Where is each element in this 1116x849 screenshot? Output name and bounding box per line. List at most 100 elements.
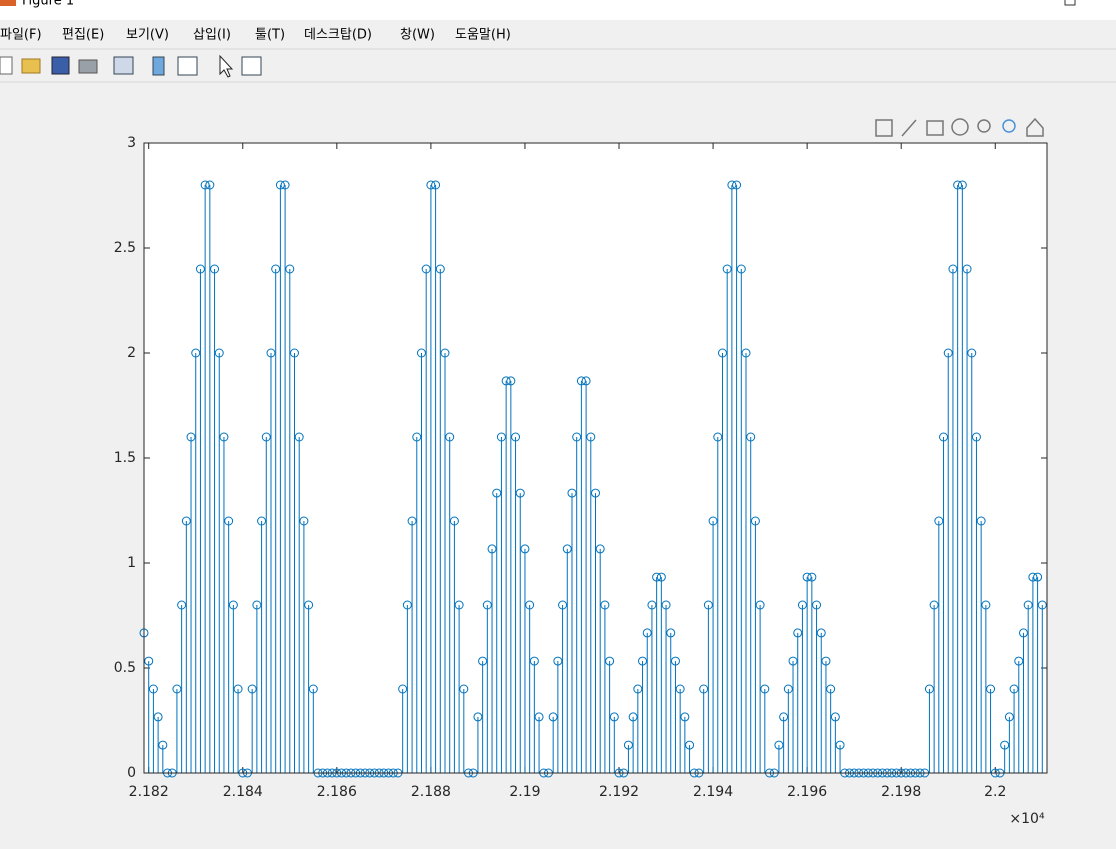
stem-marker <box>581 376 591 386</box>
stem-marker <box>652 572 662 582</box>
x-tick-label: 2.184 <box>223 784 263 800</box>
stem-marker <box>294 432 304 442</box>
zoom-out-icon[interactable] <box>1002 119 1016 133</box>
brush-icon[interactable] <box>901 119 917 137</box>
stem-marker <box>586 432 596 442</box>
menu-item[interactable]: 삽입(I) <box>193 28 231 43</box>
link-icon[interactable] <box>113 56 134 75</box>
stem-marker <box>647 600 657 610</box>
home-icon[interactable] <box>1026 117 1044 137</box>
stem-marker <box>948 264 958 274</box>
stem-marker <box>572 432 582 442</box>
stem-marker <box>680 712 690 722</box>
stem-marker <box>750 516 760 526</box>
menu-item[interactable]: 도움말(H) <box>455 28 511 43</box>
stem-marker <box>412 432 422 442</box>
property-icon[interactable] <box>241 56 262 76</box>
stem-marker <box>186 432 196 442</box>
stem-marker <box>158 740 168 750</box>
stem-marker <box>1033 572 1043 582</box>
stem-marker <box>736 264 746 274</box>
stem-marker <box>967 348 977 358</box>
y-tick-label: 1.5 <box>114 450 136 466</box>
menu-item[interactable]: 보기(V) <box>126 28 169 43</box>
stem-marker <box>233 684 243 694</box>
stem-marker <box>755 600 765 610</box>
stem-marker <box>280 180 290 190</box>
stem-marker <box>971 432 981 442</box>
stem-marker <box>732 180 742 190</box>
stem-marker <box>492 488 502 498</box>
stem-marker <box>779 712 789 722</box>
stem-marker <box>224 516 234 526</box>
x-tick-label: 2.198 <box>881 784 921 800</box>
maximize-button[interactable] <box>1064 0 1076 6</box>
stem-marker <box>802 572 812 582</box>
stem-marker <box>195 264 205 274</box>
stem-marker <box>478 656 488 666</box>
menu-item[interactable]: 파일(F) <box>0 28 42 43</box>
stem-marker <box>633 684 643 694</box>
y-tick-label: 2.5 <box>114 240 136 256</box>
stem-marker <box>219 432 229 442</box>
stem-marker <box>515 488 525 498</box>
stem-marker <box>821 656 831 666</box>
toolbar <box>0 54 262 78</box>
zoom-in-icon[interactable] <box>977 119 991 133</box>
stem-marker <box>299 516 309 526</box>
stem-marker <box>661 600 671 610</box>
colorbar-icon[interactable] <box>152 56 165 76</box>
stem-marker <box>746 432 756 442</box>
stem-marker <box>459 684 469 694</box>
datatip-icon[interactable] <box>926 120 944 136</box>
menu-item[interactable]: 편집(E) <box>62 28 104 43</box>
menu-item[interactable]: 툴(T) <box>255 28 285 43</box>
app-icon <box>0 0 16 6</box>
stem-marker <box>205 180 215 190</box>
x-tick-label: 2.182 <box>129 784 169 800</box>
pointer-icon[interactable] <box>219 54 234 78</box>
pan-icon[interactable] <box>951 118 969 136</box>
stem-marker <box>1018 628 1028 638</box>
stem-marker <box>308 684 318 694</box>
x-tick-label: 2.186 <box>317 784 357 800</box>
stem-marker <box>445 432 455 442</box>
x-tick-label: 2.188 <box>411 784 451 800</box>
stem-marker <box>529 656 539 666</box>
x-exponent-label: ×10⁴ <box>1009 811 1045 827</box>
stem-marker <box>562 544 572 554</box>
stem-marker <box>252 600 262 610</box>
stem-marker <box>722 264 732 274</box>
x-tick-label: 2.19 <box>509 784 540 800</box>
save-icon[interactable] <box>51 56 70 75</box>
stem-marker <box>986 684 996 694</box>
axes-box <box>143 142 1048 774</box>
stem-marker <box>675 684 685 694</box>
stem-marker <box>1028 572 1038 582</box>
open-icon[interactable] <box>21 58 41 74</box>
stem-marker <box>591 488 600 498</box>
stem-marker <box>177 600 187 610</box>
print-icon[interactable] <box>78 59 98 74</box>
stem-marker <box>816 628 826 638</box>
stem-marker <box>628 712 638 722</box>
menu-item[interactable]: 데스크탑(D) <box>304 28 372 43</box>
stem-marker <box>807 572 817 582</box>
stem-marker <box>929 600 939 610</box>
y-tick-label: 1 <box>127 555 136 571</box>
export-icon[interactable] <box>875 119 893 137</box>
stem-marker <box>699 684 709 694</box>
menu-item[interactable]: 창(W) <box>400 28 435 43</box>
stem-marker <box>191 348 201 358</box>
stem-marker <box>797 600 807 610</box>
stem-marker <box>576 376 586 386</box>
stem-marker <box>285 264 295 274</box>
stem-marker <box>981 600 991 610</box>
legend-icon[interactable] <box>177 56 198 76</box>
stem-marker <box>1004 712 1014 722</box>
stem-marker <box>924 684 934 694</box>
stem-marker <box>534 712 544 722</box>
stem-marker <box>275 180 285 190</box>
new-icon[interactable] <box>0 56 13 75</box>
stem-marker <box>605 656 615 666</box>
